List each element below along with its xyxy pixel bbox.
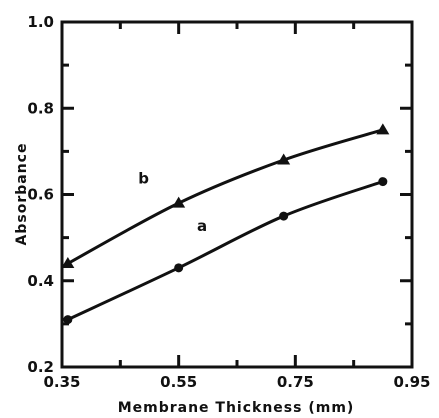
series-b-triangle-point <box>277 153 291 165</box>
y-axis-label: Absorbance <box>14 143 30 246</box>
axis-ticks <box>60 20 414 369</box>
series-a-label: a <box>197 217 207 235</box>
series-layer: ba <box>61 123 390 325</box>
series-b-triangle-point <box>376 123 390 135</box>
series-a-circle-point <box>279 211 289 221</box>
x-tick-label: 0.55 <box>160 373 197 391</box>
y-tick-label: 0.8 <box>27 99 54 117</box>
y-tick-label: 0.4 <box>27 272 54 290</box>
x-tick-label: 0.95 <box>393 373 430 391</box>
series-b-triangle-point <box>172 196 186 208</box>
tick-labels: 0.2 0.4 0.6 0.8 1.0 0.35 0.55 0.75 0.95 <box>27 13 430 391</box>
series-b-triangle-point <box>61 257 75 269</box>
series-b-line <box>67 128 384 265</box>
x-axis-label: Membrane Thickness (mm) <box>118 400 355 416</box>
series-b-label: b <box>138 170 149 188</box>
y-tick-label: 1.0 <box>27 13 54 31</box>
series-a-circle-point <box>174 263 184 273</box>
y-tick-label: 0.2 <box>27 358 54 376</box>
series-a-circle-point <box>378 177 388 187</box>
y-tick-label: 0.6 <box>27 186 54 204</box>
plot-frame <box>60 20 414 369</box>
series-a-line <box>67 180 384 321</box>
x-tick-label: 0.35 <box>43 373 80 391</box>
series-a-circle-point <box>63 315 73 325</box>
x-tick-label: 0.75 <box>277 373 314 391</box>
